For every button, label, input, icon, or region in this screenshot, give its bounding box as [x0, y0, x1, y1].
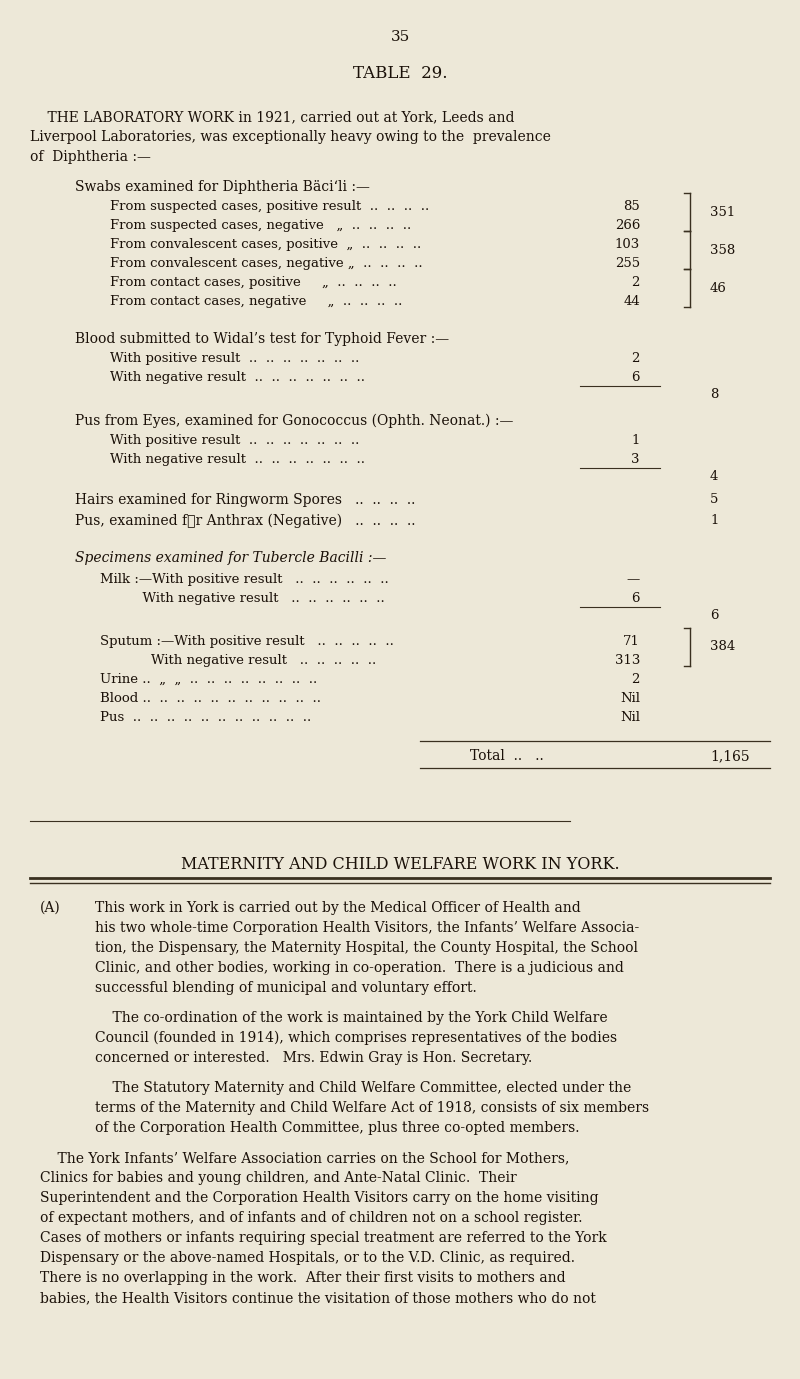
Text: Total  ..   ..: Total .. .. [470, 749, 544, 763]
Text: his two whole-time Corporation Health Visitors, the Infants’ Welfare Associa-: his two whole-time Corporation Health Vi… [95, 921, 639, 935]
Text: The co-ordination of the work is maintained by the York Child Welfare: The co-ordination of the work is maintai… [95, 1011, 608, 1025]
Text: 313: 313 [614, 654, 640, 667]
Text: concerned or interested.   Mrs. Edwin Gray is Hon. Secretary.: concerned or interested. Mrs. Edwin Gray… [95, 1051, 532, 1065]
Text: With negative result  ..  ..  ..  ..  ..  ..  ..: With negative result .. .. .. .. .. .. .… [110, 452, 365, 466]
Text: 351: 351 [710, 205, 735, 218]
Text: Specimens examined for Tubercle Bacilli :—: Specimens examined for Tubercle Bacilli … [75, 552, 386, 565]
Text: With positive result  ..  ..  ..  ..  ..  ..  ..: With positive result .. .. .. .. .. .. .… [110, 352, 359, 365]
Text: 1: 1 [710, 514, 718, 527]
Text: With negative result   ..  ..  ..  ..  ..  ..: With negative result .. .. .. .. .. .. [100, 592, 385, 605]
Text: From suspected cases, negative   „  ..  ..  ..  ..: From suspected cases, negative „ .. .. .… [110, 219, 411, 232]
Text: Dispensary or the above-named Hospitals, or to the V.D. Clinic, as required.: Dispensary or the above-named Hospitals,… [40, 1251, 575, 1265]
Text: 85: 85 [623, 200, 640, 212]
Text: This work in York is carried out by the Medical Officer of Health and: This work in York is carried out by the … [95, 900, 581, 916]
Text: (A): (A) [40, 900, 61, 916]
Text: 71: 71 [623, 634, 640, 648]
Text: 266: 266 [614, 219, 640, 232]
Text: With negative result  ..  ..  ..  ..  ..  ..  ..: With negative result .. .. .. .. .. .. .… [110, 371, 365, 383]
Text: babies, the Health Visitors continue the visitation of those mothers who do not: babies, the Health Visitors continue the… [40, 1291, 596, 1305]
Text: Blood submitted to Widal’s test for Typhoid Fever :—: Blood submitted to Widal’s test for Typh… [75, 332, 449, 346]
Text: From suspected cases, positive result  ..  ..  ..  ..: From suspected cases, positive result ..… [110, 200, 430, 212]
Text: 5: 5 [710, 494, 718, 506]
Text: The Statutory Maternity and Child Welfare Committee, elected under the: The Statutory Maternity and Child Welfar… [95, 1081, 631, 1095]
Text: Hairs examined for Ringworm Spores   ..  ..  ..  ..: Hairs examined for Ringworm Spores .. ..… [75, 494, 415, 507]
Text: 255: 255 [615, 256, 640, 270]
Text: THE LABORATORY WORK in 1921, carried out at York, Leeds and: THE LABORATORY WORK in 1921, carried out… [30, 110, 514, 124]
Text: —: — [626, 574, 640, 586]
Text: Nil: Nil [620, 692, 640, 705]
Text: 103: 103 [614, 239, 640, 251]
Text: of expectant mothers, and of infants and of children not on a school register.: of expectant mothers, and of infants and… [40, 1211, 582, 1225]
Text: terms of the Maternity and Child Welfare Act of 1918, consists of six members: terms of the Maternity and Child Welfare… [95, 1100, 649, 1116]
Text: 4: 4 [710, 470, 718, 483]
Text: Council (founded in 1914), which comprises representatives of the bodies: Council (founded in 1914), which compris… [95, 1031, 617, 1045]
Text: MATERNITY AND CHILD WELFARE WORK IN YORK.: MATERNITY AND CHILD WELFARE WORK IN YORK… [181, 856, 619, 873]
Text: With negative result   ..  ..  ..  ..  ..: With negative result .. .. .. .. .. [100, 654, 376, 667]
Text: of the Corporation Health Committee, plus three co-opted members.: of the Corporation Health Committee, plu… [95, 1121, 579, 1135]
Text: 6: 6 [631, 371, 640, 383]
Text: The York Infants’ Welfare Association carries on the School for Mothers,: The York Infants’ Welfare Association ca… [40, 1151, 570, 1165]
Text: 2: 2 [632, 276, 640, 290]
Text: Blood ..  ..  ..  ..  ..  ..  ..  ..  ..  ..  ..: Blood .. .. .. .. .. .. .. .. .. .. .. [100, 692, 321, 705]
Text: Superintendent and the Corporation Health Visitors carry on the home visiting: Superintendent and the Corporation Healt… [40, 1191, 598, 1205]
Text: 1: 1 [632, 434, 640, 447]
Text: 384: 384 [710, 640, 735, 654]
Text: Clinic, and other bodies, working in co-operation.  There is a judicious and: Clinic, and other bodies, working in co-… [95, 961, 624, 975]
Text: Swabs examined for Diphtheria Bäci‘li :—: Swabs examined for Diphtheria Bäci‘li :— [75, 181, 370, 194]
Text: From contact cases, negative     „  ..  ..  ..  ..: From contact cases, negative „ .. .. .. … [110, 295, 402, 308]
Text: 2: 2 [632, 352, 640, 365]
Text: tion, the Dispensary, the Maternity Hospital, the County Hospital, the School: tion, the Dispensary, the Maternity Hosp… [95, 940, 638, 956]
Text: Milk :—With positive result   ..  ..  ..  ..  ..  ..: Milk :—With positive result .. .. .. .. … [100, 574, 389, 586]
Text: 6: 6 [631, 592, 640, 605]
Text: 35: 35 [390, 30, 410, 44]
Text: Liverpool Laboratories, was exceptionally heavy owing to the  prevalence: Liverpool Laboratories, was exceptionall… [30, 130, 551, 143]
Text: 6: 6 [710, 610, 718, 622]
Text: successful blending of municipal and voluntary effort.: successful blending of municipal and vol… [95, 980, 477, 996]
Text: Nil: Nil [620, 712, 640, 724]
Text: From contact cases, positive     „  ..  ..  ..  ..: From contact cases, positive „ .. .. .. … [110, 276, 397, 290]
Text: 2: 2 [632, 673, 640, 685]
Text: From convalescent cases, negative „  ..  ..  ..  ..: From convalescent cases, negative „ .. .… [110, 256, 422, 270]
Text: TABLE  29.: TABLE 29. [353, 65, 447, 81]
Text: Pus from Eyes, examined for Gonococcus (Ophth. Neonat.) :—: Pus from Eyes, examined for Gonococcus (… [75, 414, 514, 429]
Text: Cases of mothers or infants requiring special treatment are referred to the York: Cases of mothers or infants requiring sp… [40, 1231, 606, 1245]
Text: Pus  ..  ..  ..  ..  ..  ..  ..  ..  ..  ..  ..: Pus .. .. .. .. .. .. .. .. .. .. .. [100, 712, 311, 724]
Text: 1,165: 1,165 [710, 749, 750, 763]
Text: 46: 46 [710, 281, 727, 295]
Text: 358: 358 [710, 244, 735, 256]
Text: Pus, examined fҹr Anthrax (Negative)   ..  ..  ..  ..: Pus, examined fҹr Anthrax (Negative) .. … [75, 514, 415, 528]
Text: 44: 44 [623, 295, 640, 308]
Text: 8: 8 [710, 387, 718, 401]
Text: With positive result  ..  ..  ..  ..  ..  ..  ..: With positive result .. .. .. .. .. .. .… [110, 434, 359, 447]
Text: Urine ..  „  „  ..  ..  ..  ..  ..  ..  ..  ..: Urine .. „ „ .. .. .. .. .. .. .. .. [100, 673, 318, 685]
Text: 3: 3 [631, 452, 640, 466]
Text: There is no overlapping in the work.  After their first visits to mothers and: There is no overlapping in the work. Aft… [40, 1271, 566, 1285]
Text: Sputum :—With positive result   ..  ..  ..  ..  ..: Sputum :—With positive result .. .. .. .… [100, 634, 394, 648]
Text: Clinics for babies and young children, and Ante-Natal Clinic.  Their: Clinics for babies and young children, a… [40, 1171, 517, 1185]
Text: From convalescent cases, positive  „  ..  ..  ..  ..: From convalescent cases, positive „ .. .… [110, 239, 422, 251]
Text: of  Diphtheria :—: of Diphtheria :— [30, 150, 151, 164]
